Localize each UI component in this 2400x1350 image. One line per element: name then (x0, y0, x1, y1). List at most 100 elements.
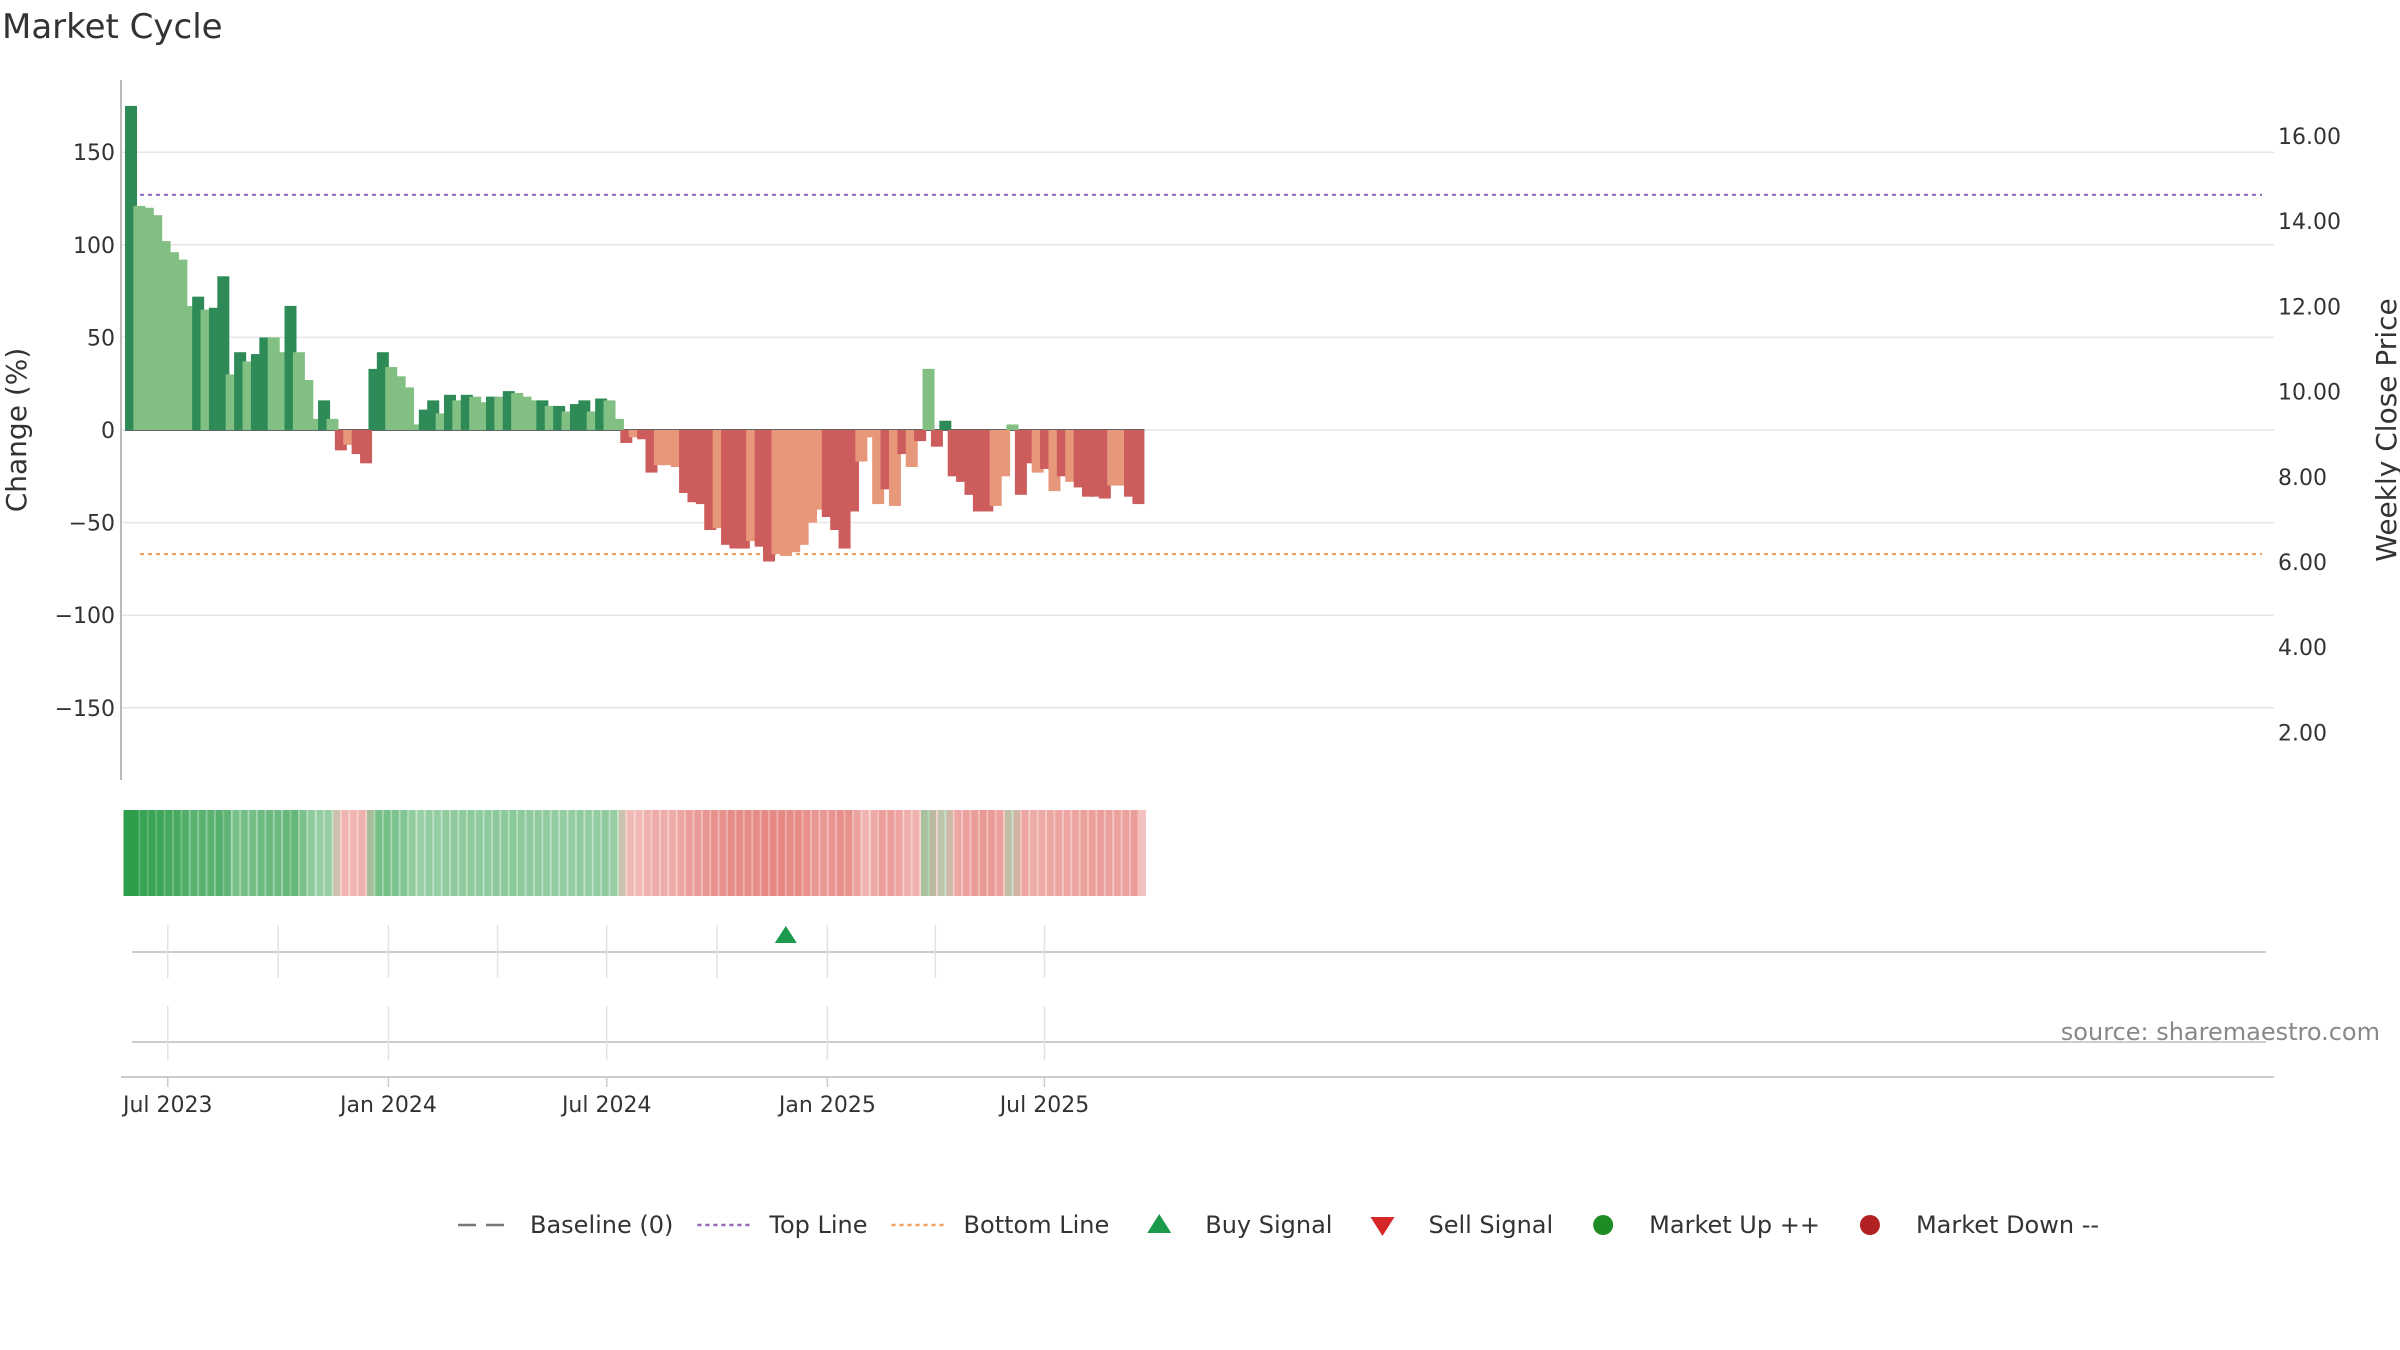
x-tick-label: Jul 2024 (560, 1093, 652, 1118)
heat-strip-cell (610, 810, 626, 896)
y-tick-label: −50 (69, 512, 115, 537)
heat-strip-cell (560, 810, 576, 896)
heat-strip-cell (921, 810, 937, 896)
heat-strip-cell (912, 810, 928, 896)
heat-strip-cell (316, 810, 332, 896)
heat-strip-cell (576, 810, 592, 896)
bar (1006, 424, 1019, 430)
heat-strip-cell (283, 810, 299, 896)
heat-strip-cell (249, 810, 265, 896)
legend-item: Sell Signal (1370, 1211, 1553, 1239)
heat-strip-cell (946, 810, 962, 896)
heat-strip-cell (551, 810, 567, 896)
x-tick-label: Jan 2024 (338, 1093, 437, 1118)
y-tick-label: 150 (73, 141, 115, 166)
heat-strip-cell (635, 810, 651, 896)
heat-strip-cell (291, 810, 307, 896)
y-axis-title: Change (%) (0, 348, 33, 513)
legend-item: Market Up ++ (1593, 1211, 1820, 1239)
heat-strip-cell (534, 810, 550, 896)
heat-strip-cell (1088, 810, 1104, 896)
heat-strip-cell (257, 810, 273, 896)
heat-strip-cell (963, 810, 979, 896)
heat-strip-cell (643, 810, 659, 896)
heat-strip-cell (811, 810, 827, 896)
bar (930, 430, 943, 447)
heat-strip-cell (602, 810, 618, 896)
y-axis-ticks: 150 100 50 0 −50 −100 −150 (55, 141, 115, 722)
heat-strip-cell (425, 810, 441, 896)
heat-strip-cell (677, 810, 693, 896)
bar (402, 387, 415, 430)
heat-strip-cell (820, 810, 836, 896)
heat-strip-cell (1063, 810, 1079, 896)
y2-axis-title: Weekly Close Price (2370, 298, 2400, 561)
bar (301, 379, 314, 430)
heat-strip-cell (467, 810, 483, 896)
heat-strip-cell (476, 810, 492, 896)
heat-strip-cell (929, 810, 945, 896)
reference-lines (125, 193, 2262, 556)
signal-panel (132, 925, 2266, 978)
heat-strip-cell (308, 810, 324, 896)
heat-strip-cell (853, 810, 869, 896)
heat-strip-cell (895, 810, 911, 896)
heat-strip-cell (694, 810, 710, 896)
bar (914, 430, 927, 442)
marker-panel (132, 1006, 2266, 1060)
x-tick-label: Jul 2023 (121, 1093, 213, 1118)
heat-strip-cell (1055, 810, 1071, 896)
heat-strip-cell (879, 810, 895, 896)
heat-strip-cell (350, 810, 366, 896)
heat-strip-cell (627, 810, 643, 896)
heat-strip-cell (988, 810, 1004, 896)
y2-axis-ticks: 16.00 14.00 12.00 10.00 8.00 6.00 4.00 2.00 (2278, 125, 2341, 746)
heat-strip-cell (241, 810, 257, 896)
legend-label: Buy Signal (1205, 1211, 1332, 1239)
bar (511, 392, 524, 430)
legend-label: Bottom Line (964, 1211, 1110, 1239)
x-axis-ticks: Jul 2023 Jan 2024 Jul 2024 Jan 2025 Jul 2025 (121, 1076, 2274, 1118)
heat-strip-cell (1021, 810, 1037, 896)
heat-strip-cell (845, 810, 861, 896)
heat-strip-cell (1038, 810, 1054, 896)
bar (410, 424, 423, 430)
legend-symbol-triangle-down (1370, 1217, 1395, 1236)
heat-strip-cell (1046, 810, 1062, 896)
heat-strip-cell (484, 810, 500, 896)
legend: Baseline (0) Top Line Bottom Line Buy Signa… (458, 1211, 2099, 1239)
source-note: source: sharemaestro.com (2061, 1018, 2380, 1046)
bar (326, 418, 339, 430)
heat-strip-cell (1105, 810, 1121, 896)
y2-tick-label: 14.00 (2278, 210, 2341, 235)
heat-strip-cell (358, 810, 374, 896)
heat-strip-cell (979, 810, 995, 896)
heat-strip-cell (509, 810, 525, 896)
heat-strip-cell (417, 810, 433, 896)
heat-strip-cell (618, 810, 634, 896)
heat-strip-cell (1072, 810, 1088, 896)
bar (855, 430, 868, 462)
heat-strip-cell (585, 810, 601, 896)
heat-strip-cell (492, 810, 508, 896)
heat-strip-cell (366, 810, 382, 896)
legend-item: Market Down -- (1859, 1211, 2099, 1239)
heat-strip-cell (702, 810, 718, 896)
heat-strip-cell (392, 810, 408, 896)
legend-symbol-circle (1859, 1215, 1880, 1235)
heat-strip-cell (526, 810, 542, 896)
heat-strip-cell (518, 810, 534, 896)
heat-strip-cell (1114, 810, 1130, 896)
heat-strip-cell (299, 810, 315, 896)
heat-strip-cell (215, 810, 231, 896)
legend-item: Baseline (0) (458, 1211, 673, 1239)
legend-item: Bottom Line (891, 1211, 1110, 1239)
bar (309, 418, 322, 430)
bar (863, 430, 876, 438)
heat-strip-cell (803, 810, 819, 896)
heat-strip-cell (266, 810, 282, 896)
heat-strip-cell (568, 810, 584, 896)
heat-strip-cell (1097, 810, 1113, 896)
legend-item: Top Line (697, 1211, 868, 1239)
heat-strip-cell (501, 810, 517, 896)
